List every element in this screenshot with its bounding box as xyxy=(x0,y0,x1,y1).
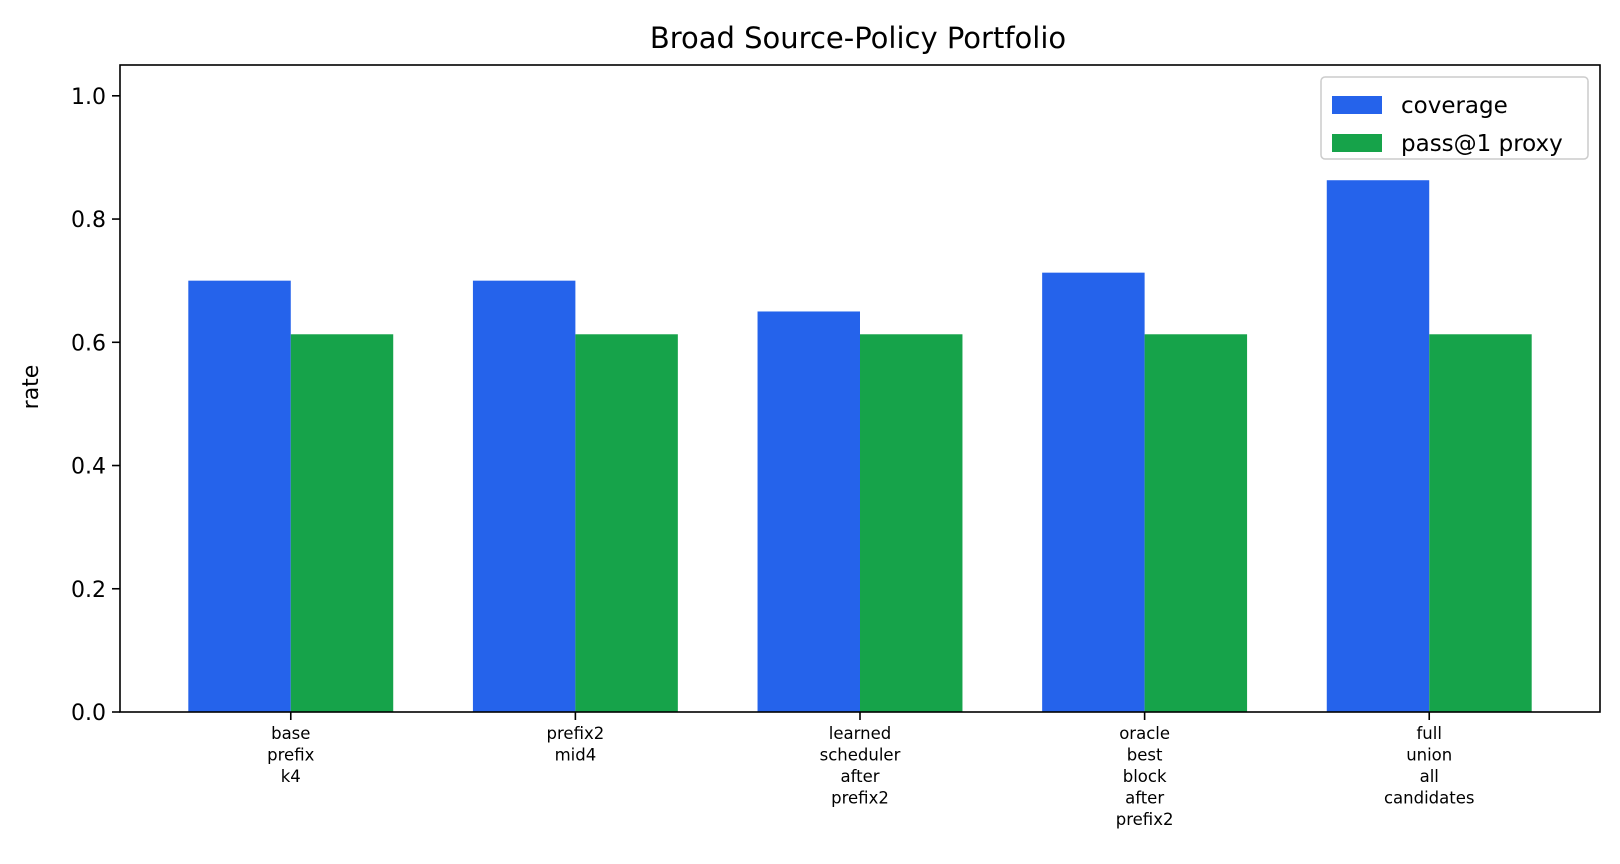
x-tick-label-2-2: after xyxy=(840,767,879,786)
bar-pass1-proxy-0 xyxy=(290,334,394,712)
x-tick-label-3-4: prefix2 xyxy=(1116,810,1174,829)
bar-pass1-proxy-1 xyxy=(575,334,678,712)
y-tick-label-3: 0.6 xyxy=(71,331,106,356)
x-tick-label-3-2: block xyxy=(1123,767,1167,786)
y-tick-label-1: 0.2 xyxy=(71,578,106,603)
x-tick-label-0-2: k4 xyxy=(281,767,301,786)
legend-box xyxy=(1320,76,1589,160)
y-tick-label-2: 0.4 xyxy=(71,455,106,480)
x-tick-label-3-1: best xyxy=(1127,746,1163,765)
bar-pass1-proxy-3 xyxy=(1144,334,1248,712)
x-tick-label-3-3: after xyxy=(1125,789,1164,808)
chart-title: Broad Source-Policy Portfolio xyxy=(650,21,1066,55)
x-tick-label-1-0: prefix2 xyxy=(547,724,605,743)
x-tick-label-4-2: all xyxy=(1420,767,1439,786)
legend-swatch-0 xyxy=(1332,96,1382,114)
x-tick-label-2-1: scheduler xyxy=(820,746,901,765)
bar-pass1-proxy-4 xyxy=(1429,334,1532,712)
x-tick-label-1-1: mid4 xyxy=(555,746,597,765)
legend-label-0: coverage xyxy=(1401,93,1508,119)
x-tick-label-0-1: prefix xyxy=(267,746,314,765)
legend-swatch-1 xyxy=(1332,134,1382,152)
y-axis-label: rate xyxy=(19,365,44,410)
y-tick-label-5: 1.0 xyxy=(71,85,106,110)
y-tick-label-0: 0.0 xyxy=(71,701,106,726)
bar-coverage-0 xyxy=(188,280,291,712)
x-tick-label-4-3: candidates xyxy=(1384,789,1475,808)
bar-pass1-proxy-2 xyxy=(860,334,963,712)
legend-label-1: pass@1 proxy xyxy=(1401,131,1563,157)
x-tick-label-2-3: prefix2 xyxy=(831,789,889,808)
x-tick-label-4-1: union xyxy=(1406,746,1452,765)
x-tick-label-4-0: full xyxy=(1417,724,1442,743)
x-tick-label-0-0: base xyxy=(271,724,310,743)
plot-area: 0.0 0.2 0.4 0.6 0.8 1.0 base prefix k4 prefix2 mid… xyxy=(71,64,1601,829)
y-tick-label-4: 0.8 xyxy=(71,208,106,233)
bar-coverage-2 xyxy=(757,311,860,712)
bar-coverage-4 xyxy=(1326,180,1430,713)
bar-coverage-3 xyxy=(1042,272,1145,712)
bar-coverage-1 xyxy=(472,280,576,712)
x-tick-label-2-0: learned xyxy=(829,724,891,743)
x-tick-label-3-0: oracle xyxy=(1119,724,1170,743)
